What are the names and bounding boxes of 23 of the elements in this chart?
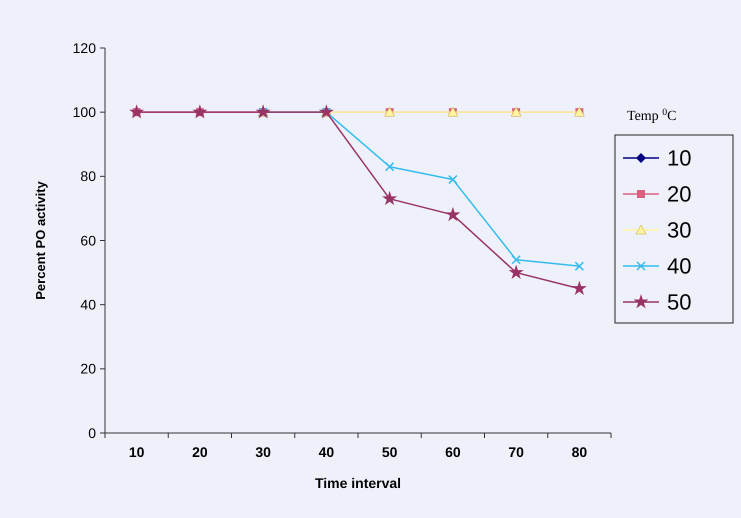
x-tick-label: 30 xyxy=(255,444,272,460)
legend-label: 20 xyxy=(667,182,692,207)
legend-label: 30 xyxy=(667,218,692,243)
y-tick-label: 0 xyxy=(88,424,96,441)
x-tick-label: 20 xyxy=(192,444,208,460)
y-tick-label: 40 xyxy=(80,296,96,313)
x-tick-label: 50 xyxy=(382,444,398,460)
legend-label: 40 xyxy=(667,254,692,279)
x-tick-label: 10 xyxy=(128,444,145,460)
x-tick-label: 80 xyxy=(572,444,588,460)
legend-label: 10 xyxy=(667,146,692,171)
y-axis-title: Percent PO activity xyxy=(33,180,48,300)
y-tick-label: 20 xyxy=(80,360,96,377)
x-tick-label: 70 xyxy=(508,444,524,460)
y-tick-label: 60 xyxy=(80,232,96,248)
y-tick-label: 120 xyxy=(72,40,96,56)
y-tick-label: 100 xyxy=(72,104,96,120)
y-tick-label: 80 xyxy=(80,168,96,184)
x-axis-title: Time interval xyxy=(314,475,402,491)
legend-title: Temp $^{0}$C xyxy=(627,106,676,124)
legend-label: 50 xyxy=(667,290,692,315)
x-tick-label: 40 xyxy=(318,444,334,460)
x-tick-label: 60 xyxy=(445,444,461,460)
